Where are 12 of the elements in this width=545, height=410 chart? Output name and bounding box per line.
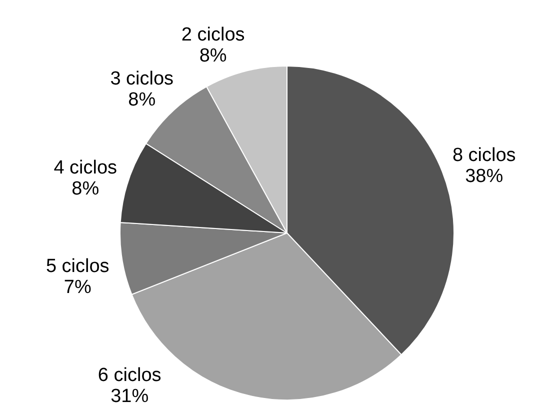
- slice-label: 3 ciclos: [110, 68, 174, 90]
- slice-label: 4 ciclos: [54, 157, 118, 178]
- data-label: 8%: [128, 89, 156, 110]
- slice-label: 6 ciclos: [98, 365, 162, 386]
- data-label: 8%: [72, 178, 100, 200]
- data-label: 7%: [64, 277, 92, 298]
- data-label: 38%: [465, 166, 504, 187]
- slice-label: 5 ciclos: [46, 256, 110, 278]
- slice-label: 2 ciclos: [181, 24, 245, 46]
- slice-label: 8 ciclos: [452, 144, 516, 166]
- data-label: 8%: [199, 45, 227, 66]
- data-label: 31%: [110, 386, 149, 408]
